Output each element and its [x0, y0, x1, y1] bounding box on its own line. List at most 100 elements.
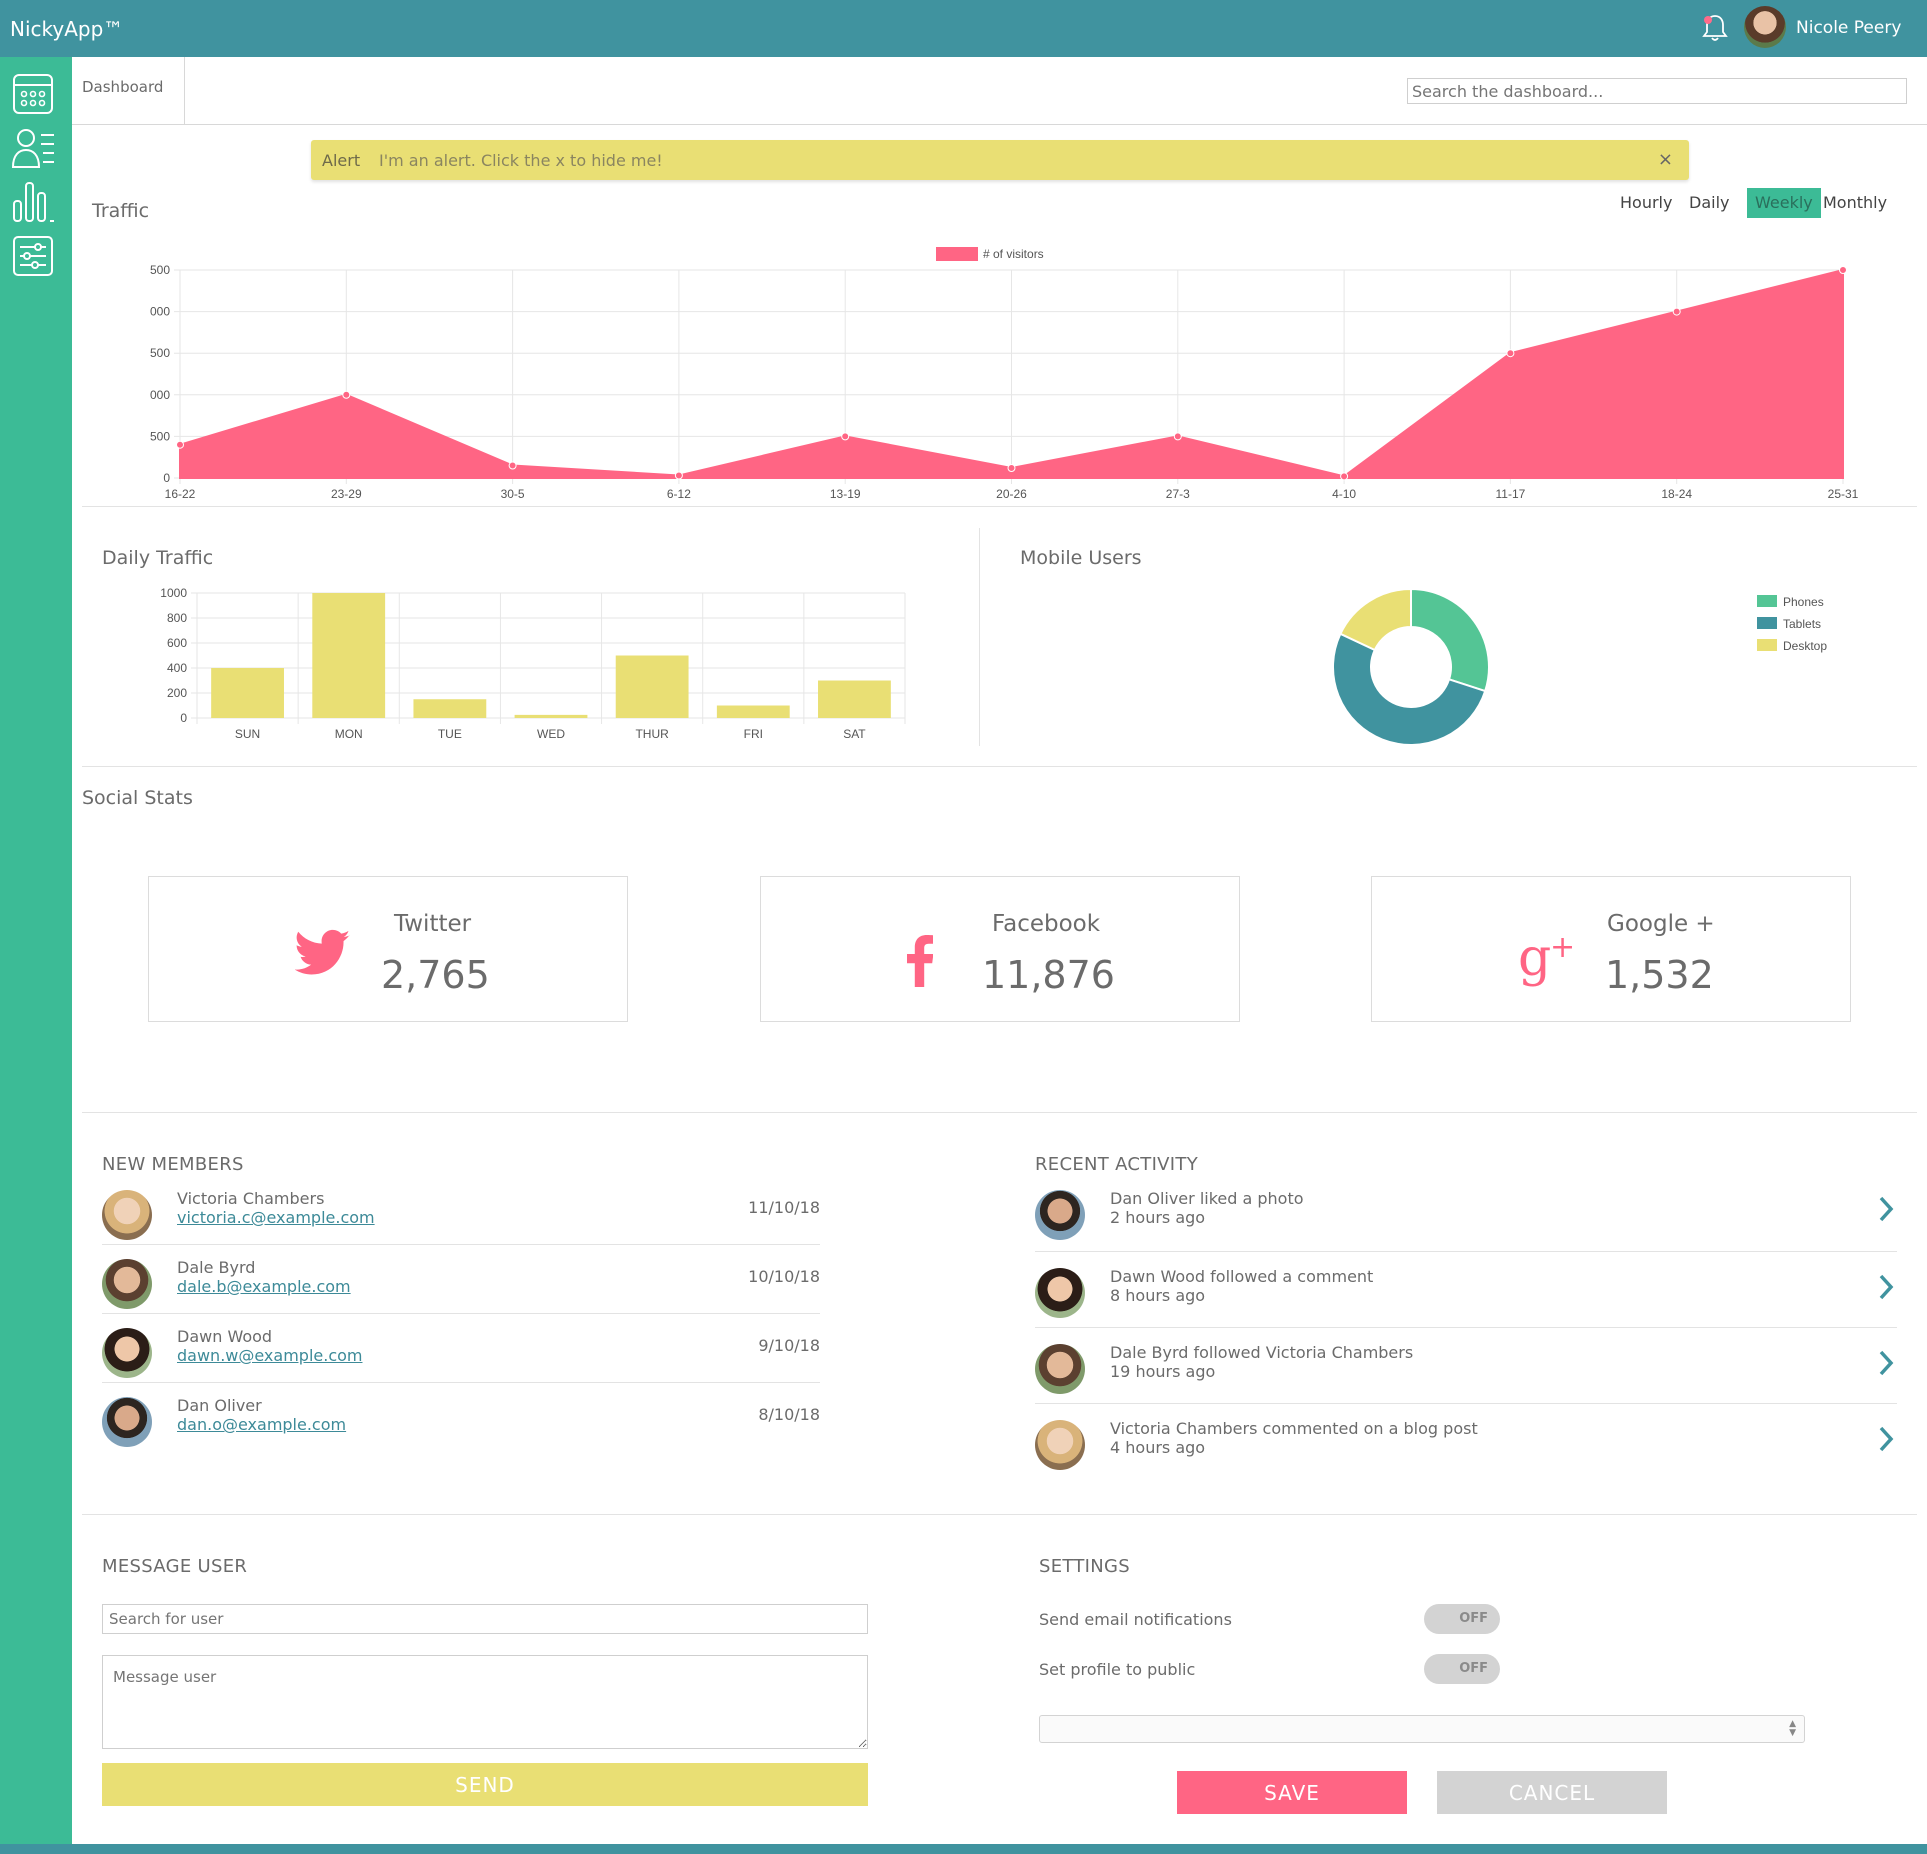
- legend-swatch: [1757, 595, 1777, 607]
- save-button[interactable]: SAVE: [1177, 1771, 1407, 1814]
- activity-time: 19 hours ago: [1110, 1362, 1216, 1381]
- member-date: 10/10/18: [748, 1267, 820, 1286]
- mobile-users-donut-chart: Phones Tablets Desktop: [1332, 587, 1827, 746]
- profile-public-toggle[interactable]: OFF: [1424, 1654, 1500, 1684]
- toggle-state: OFF: [1459, 1611, 1488, 1626]
- member-name: Dan Oliver: [177, 1396, 262, 1415]
- bar-fri: [716, 705, 790, 718]
- message-textarea[interactable]: [102, 1655, 868, 1749]
- timezone-select[interactable]: ▲ ▼: [1039, 1715, 1805, 1743]
- activity-row[interactable]: Victoria Chambers commented on a blog po…: [1035, 1404, 1897, 1480]
- member-name: Victoria Chambers: [177, 1189, 325, 1208]
- send-button[interactable]: SEND: [102, 1763, 868, 1806]
- member-row: Dawn Wood dawn.w@example.com 9/10/18: [102, 1314, 820, 1383]
- settings-title: SETTINGS: [1039, 1556, 1131, 1577]
- svg-text:g: g: [1518, 928, 1551, 987]
- tab-monthly[interactable]: Monthly: [1823, 193, 1888, 212]
- tab-weekly[interactable]: Weekly: [1747, 188, 1821, 218]
- x-tick-label: 27-3: [1166, 487, 1190, 501]
- tab-hourly[interactable]: Hourly: [1620, 193, 1673, 212]
- chevron-right-icon[interactable]: [1875, 1348, 1897, 1378]
- mobile-users-title: Mobile Users: [1020, 547, 1142, 569]
- x-tick-label: 25-31: [1828, 487, 1859, 501]
- legend-swatch: [1757, 617, 1777, 629]
- members-icon[interactable]: [10, 125, 56, 171]
- avatar: [1035, 1344, 1085, 1394]
- y-tick-label: 500: [150, 429, 170, 443]
- avatar: [1035, 1190, 1085, 1240]
- data-point: [1007, 464, 1016, 473]
- x-tick-label: 4-10: [1332, 487, 1356, 501]
- settings-sliders-icon[interactable]: [10, 233, 56, 279]
- legend-label: Desktop: [1783, 639, 1827, 653]
- calendar-icon[interactable]: [10, 71, 56, 117]
- data-point: [674, 471, 683, 480]
- alert-message: I'm an alert. Click the x to hide me!: [379, 151, 663, 170]
- social-card-facebook: Facebook 11,876: [760, 876, 1240, 1022]
- notification-dot: [1704, 16, 1712, 24]
- member-date: 8/10/18: [758, 1405, 820, 1424]
- tab-dashboard[interactable]: Dashboard: [72, 57, 185, 125]
- avatar: [1035, 1420, 1085, 1470]
- activity-text: Dan Oliver liked a photo: [1110, 1189, 1304, 1208]
- series-area-visitors: [179, 268, 1844, 479]
- activity-row[interactable]: Dawn Wood followed a comment 8 hours ago: [1035, 1252, 1897, 1328]
- toggle-state: OFF: [1459, 1661, 1488, 1676]
- tab-daily[interactable]: Daily: [1689, 193, 1730, 212]
- bar-chart-icon[interactable]: [10, 179, 56, 225]
- chevron-right-icon[interactable]: [1875, 1194, 1897, 1224]
- member-email-link[interactable]: victoria.c@example.com: [177, 1208, 375, 1227]
- member-row: Dale Byrd dale.b@example.com 10/10/18: [102, 1245, 820, 1314]
- user-avatar[interactable]: [1744, 6, 1786, 48]
- x-tick-label: THUR: [635, 727, 669, 741]
- y-tick-label: 0: [180, 711, 187, 725]
- activity-time: 4 hours ago: [1110, 1438, 1206, 1457]
- social-name-twitter: Twitter: [394, 911, 472, 937]
- email-notifications-toggle[interactable]: OFF: [1424, 1604, 1500, 1634]
- x-tick-label: SUN: [235, 727, 260, 741]
- avatar: [1035, 1268, 1085, 1318]
- data-point: [1672, 307, 1681, 316]
- data-point: [508, 461, 517, 470]
- user-name[interactable]: Nicole Peery: [1796, 18, 1902, 38]
- social-stats-title: Social Stats: [82, 787, 193, 809]
- member-email-link[interactable]: dale.b@example.com: [177, 1277, 351, 1296]
- member-name: Dale Byrd: [177, 1258, 256, 1277]
- y-tick-label: 2500: [150, 263, 170, 277]
- dashboard-search-input[interactable]: [1407, 78, 1907, 104]
- activity-row[interactable]: Dan Oliver liked a photo 2 hours ago: [1035, 1176, 1897, 1252]
- data-point: [1173, 432, 1182, 441]
- data-point: [841, 432, 850, 441]
- member-email-link[interactable]: dawn.w@example.com: [177, 1346, 363, 1365]
- chevron-right-icon[interactable]: [1875, 1272, 1897, 1302]
- x-tick-label: TUE: [438, 727, 462, 741]
- legend-label: # of visitors: [983, 247, 1044, 261]
- close-icon[interactable]: ×: [1657, 149, 1673, 170]
- avatar: [102, 1259, 152, 1309]
- bar-tue: [413, 699, 487, 718]
- app-title: NickyApp™: [10, 17, 124, 41]
- user-search-input[interactable]: [102, 1604, 868, 1634]
- avatar: [102, 1190, 152, 1240]
- legend-swatch: [1757, 639, 1777, 651]
- y-tick-label: 2000: [150, 305, 170, 319]
- bar-sat: [818, 680, 891, 718]
- avatar: [102, 1328, 152, 1378]
- slice-tablets: [1332, 632, 1487, 746]
- legend-swatch: [936, 247, 978, 261]
- x-tick-label: 30-5: [501, 487, 525, 501]
- x-tick-label: SAT: [843, 727, 866, 741]
- slice-phones: [1410, 587, 1490, 693]
- activity-row[interactable]: Dale Byrd followed Victoria Chambers 19 …: [1035, 1328, 1897, 1404]
- section-divider: [82, 1514, 1917, 1515]
- svg-text:+: +: [1550, 930, 1575, 965]
- new-members-title: NEW MEMBERS: [102, 1154, 244, 1175]
- y-tick-label: 1000: [160, 586, 187, 600]
- chevron-right-icon[interactable]: [1875, 1424, 1897, 1454]
- member-email-link[interactable]: dan.o@example.com: [177, 1415, 347, 1434]
- section-divider: [82, 506, 1917, 507]
- cancel-button[interactable]: CANCEL: [1437, 1771, 1667, 1814]
- social-name-google-plus: Google +: [1607, 911, 1715, 937]
- alert-title: Alert: [322, 151, 361, 170]
- x-tick-label: 13-19: [830, 487, 861, 501]
